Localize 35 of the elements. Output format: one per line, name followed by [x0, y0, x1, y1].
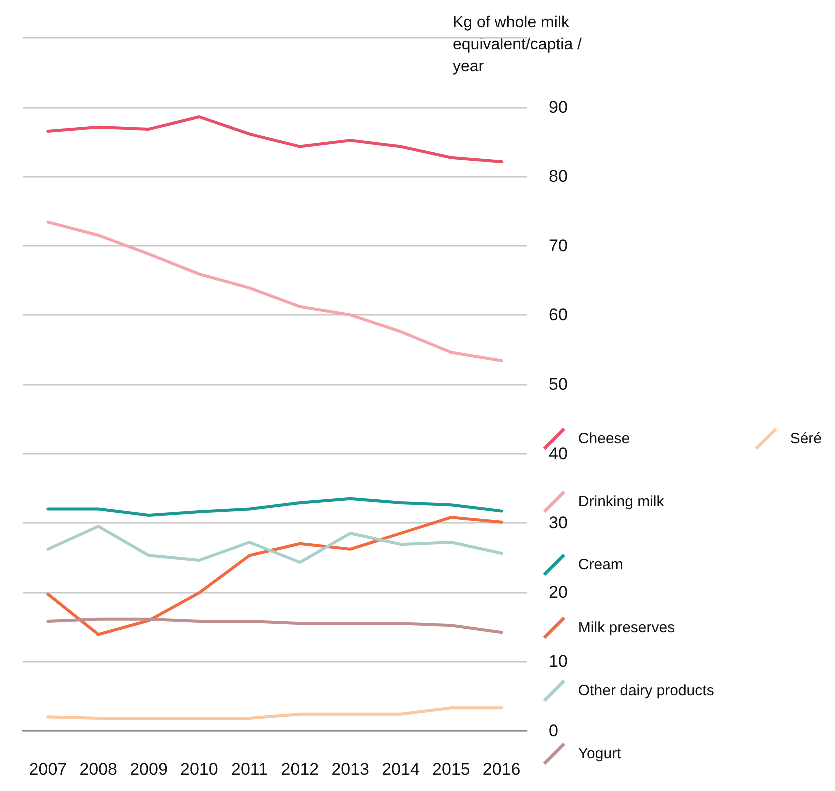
legend-label: Cheese: [578, 430, 630, 448]
legend-label: Other dairy products: [578, 682, 714, 700]
y-tick-label: 20: [549, 582, 568, 602]
line-series: [46, 516, 504, 636]
legend-label: Yogurt: [578, 746, 622, 762]
y-tick-label: 60: [549, 306, 568, 325]
y-tick-label: 40: [549, 444, 568, 464]
line-series: [46, 525, 504, 564]
y-tick-label: 30: [549, 514, 568, 533]
legend-label: Milk preserves: [578, 620, 676, 636]
legend-label: Séré: [790, 430, 822, 448]
line-series: [46, 618, 504, 634]
y-tick-label: 50: [549, 375, 568, 394]
x-tick-label: 2013: [332, 760, 370, 779]
y-tick-label: 0: [549, 722, 558, 740]
x-tick-label: 2015: [432, 760, 470, 779]
y-tick-label: 90: [549, 98, 568, 117]
line-series: [46, 706, 504, 720]
y-tick-label: 10: [549, 652, 568, 672]
x-tick-label: 2010: [180, 760, 218, 779]
x-tick-label: 2014: [382, 760, 420, 779]
x-tick-label: 2011: [232, 760, 268, 779]
line-series: [46, 116, 504, 164]
y-tick-label: 70: [549, 236, 568, 256]
y-tick-label: 80: [549, 167, 568, 186]
x-tick-label: 2007: [29, 760, 68, 779]
line-series: [46, 497, 504, 517]
line-series: [46, 220, 504, 362]
x-tick-label: 2009: [130, 760, 168, 779]
x-tick-label: 2012: [281, 760, 320, 779]
y-axis-title: Kg of whole milk equivalent/captia /year: [453, 14, 583, 76]
x-tick-label: 2008: [80, 760, 118, 779]
legend-label: Drinking milk: [578, 494, 665, 510]
x-tick-label: 2016: [482, 760, 521, 779]
legend-label: Cream: [578, 556, 624, 574]
